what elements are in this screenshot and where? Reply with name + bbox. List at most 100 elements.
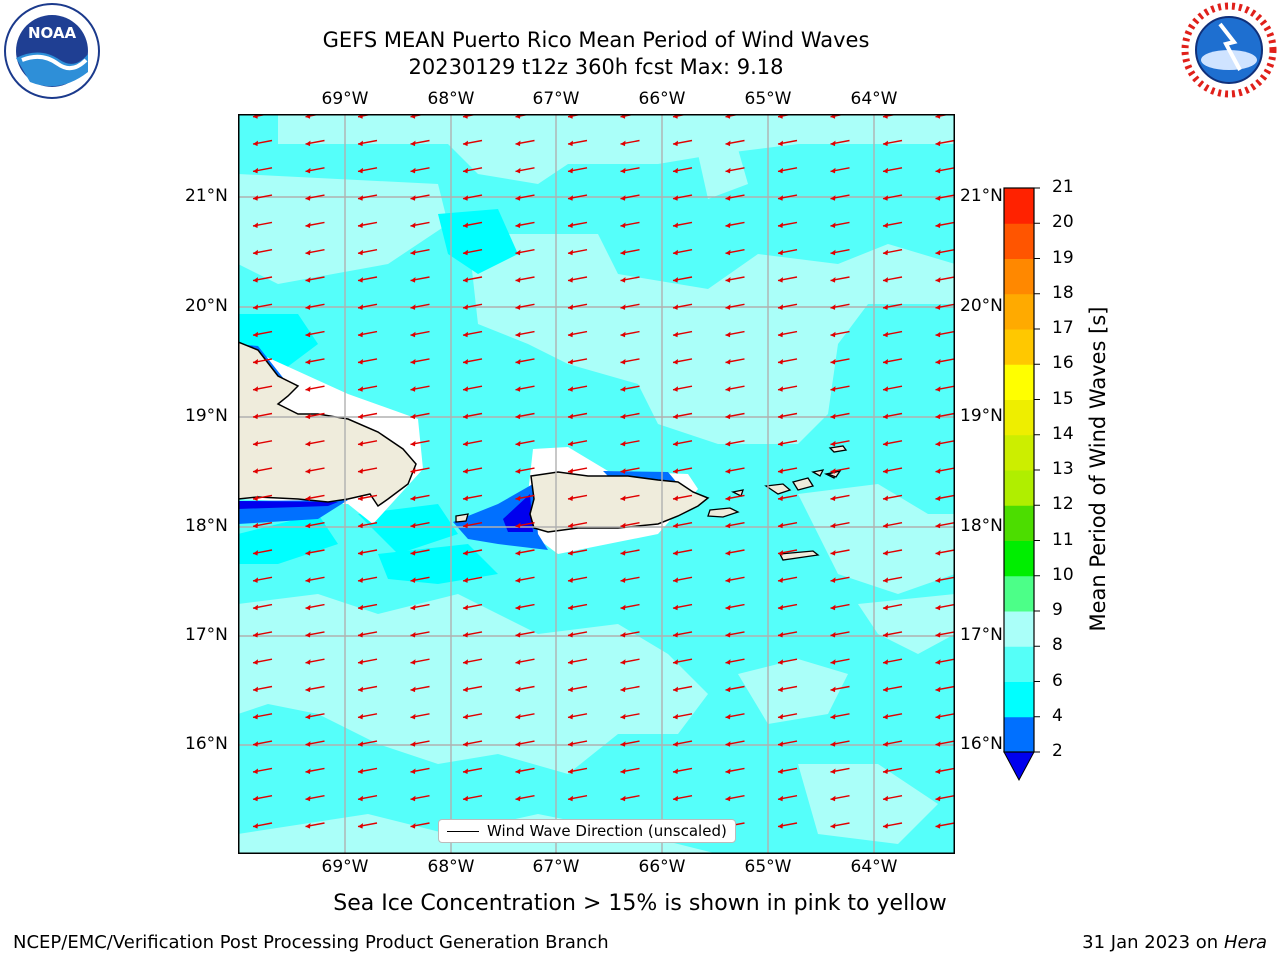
wind-arrow-head <box>358 304 363 310</box>
wind-arrow-head <box>568 386 573 392</box>
wind-arrow-head <box>568 768 573 774</box>
wind-arrow-head <box>515 632 521 638</box>
wind-arrow-head <box>673 277 678 283</box>
wind-arrow-head <box>620 522 626 529</box>
lat-label-right-5: 17°N <box>960 625 1003 645</box>
wind-arrow-head <box>830 550 836 556</box>
wind-arrow-head <box>725 359 731 365</box>
wind-arrow-head <box>725 331 731 338</box>
wind-arrow-head <box>305 686 311 693</box>
wind-arrow-head <box>410 713 416 720</box>
wind-arrow-head <box>673 468 678 474</box>
wind-arrow-head <box>830 304 836 310</box>
wind-arrow-head <box>253 249 258 256</box>
wind-arrow-head <box>358 823 363 829</box>
wind-arrow-head <box>568 659 573 665</box>
wind-arrow-head <box>883 823 888 829</box>
wind-arrow-head <box>778 522 783 529</box>
footer-machine: Hera <box>1223 932 1267 953</box>
wind-arrow-head <box>935 140 941 147</box>
wind-arrow-head <box>463 577 468 583</box>
wind-arrow-head <box>883 686 888 693</box>
wind-arrow-head <box>883 222 888 228</box>
wind-arrow-head <box>410 768 416 774</box>
wind-arrow-head <box>515 167 521 174</box>
wind-arrow-head <box>358 522 363 529</box>
wind-arrow-head <box>463 331 468 338</box>
title-line-2: 20230129 t12z 360h fcst Max: 9.18 <box>408 55 784 79</box>
colorbar-segment <box>1004 470 1034 506</box>
wind-arrow-head <box>410 195 416 201</box>
wind-arrow-head <box>568 550 573 556</box>
wind-arrow-head <box>673 495 678 501</box>
wind-arrow-head <box>620 331 626 338</box>
wind-arrow-head <box>830 741 836 747</box>
wind-arrow-head <box>305 386 311 392</box>
wind-arrow-head <box>883 577 888 583</box>
wind-arrow-head <box>725 167 731 174</box>
wind-arrow-head <box>725 577 731 583</box>
wind-arrow-head <box>620 249 626 256</box>
wind-arrow-head <box>620 222 626 228</box>
wind-arrow-head <box>830 195 836 201</box>
wind-arrow-head <box>778 686 783 693</box>
wind-arrow-head <box>515 741 521 747</box>
colorbar-tick-label: 17 <box>1052 318 1074 338</box>
wind-arrow-head <box>778 495 783 501</box>
wind-arrow-head <box>253 440 258 447</box>
colorbar-tick-label: 6 <box>1052 670 1063 691</box>
wind-arrow-head <box>620 659 626 665</box>
lon-label-top-2: 68°W <box>427 89 475 109</box>
wind-arrow-head <box>883 659 888 665</box>
wind-arrow-head <box>358 768 363 774</box>
wind-arrow-head <box>253 304 258 310</box>
wind-arrow-head <box>358 167 363 174</box>
wind-arrow-head <box>463 495 468 501</box>
colorbar-tick-label: 16 <box>1052 353 1074 374</box>
lat-label-left-6: 16°N <box>185 734 228 754</box>
title-line-1: GEFS MEAN Puerto Rico Mean Period of Win… <box>322 28 870 52</box>
wind-arrow-head <box>463 195 468 201</box>
wind-arrow-head <box>883 413 888 420</box>
wind-arrow-head <box>253 577 258 583</box>
wind-arrow-head <box>935 386 941 392</box>
wind-arrow-head <box>673 632 678 638</box>
wind-arrow-head <box>358 713 363 720</box>
wind-arrow-head <box>778 659 783 665</box>
wind-arrow-head <box>305 167 311 174</box>
wind-arrow-head <box>305 249 311 256</box>
wind-arrow-head <box>410 413 416 420</box>
wind-arrow-head <box>305 195 311 201</box>
wind-arrow-head <box>410 304 416 310</box>
wind-arrow-head <box>830 577 836 583</box>
wind-arrow-head <box>830 795 836 802</box>
wind-arrow-head <box>778 632 783 638</box>
wind-arrow-head <box>305 741 311 747</box>
wind-arrow-head <box>673 249 678 256</box>
wind-arrow-head <box>305 659 311 665</box>
wind-arrow-head <box>463 304 468 310</box>
noaa-logo-text: NOAA <box>28 24 77 42</box>
wind-arrow-head <box>515 795 521 802</box>
wind-arrow-head <box>253 195 258 201</box>
wind-arrow-head <box>620 304 626 310</box>
wind-arrow-head <box>410 495 416 501</box>
colorbar-tick-label: 19 <box>1052 247 1074 268</box>
wind-arrow-head <box>830 277 836 283</box>
wind-arrow-head <box>620 468 626 474</box>
wind-arrow-head <box>883 331 888 338</box>
wind-arrow-head <box>305 304 311 310</box>
wind-arrow-head <box>935 741 941 747</box>
lon-label-bottom-4: 66°W <box>638 857 686 877</box>
wind-arrow-head <box>410 222 416 228</box>
wind-arrow-head <box>883 604 888 611</box>
wind-arrow-head <box>673 768 678 774</box>
wind-arrow-head <box>778 795 783 802</box>
noaa-logo: NOAA <box>4 3 100 99</box>
wind-arrow-head <box>568 741 573 747</box>
wind-arrow-head <box>883 195 888 201</box>
wind-arrow-head <box>830 468 836 474</box>
wind-arrow-head <box>515 550 521 556</box>
wind-arrow-head <box>883 550 888 556</box>
lon-label-top-5: 65°W <box>744 89 792 109</box>
